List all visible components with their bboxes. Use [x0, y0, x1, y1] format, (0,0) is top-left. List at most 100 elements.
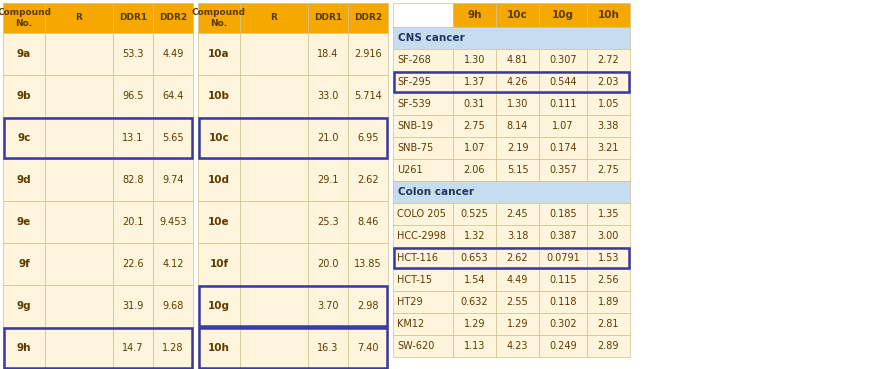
Bar [45, 117, 113, 159]
Bar [198, 327, 240, 369]
Bar [539, 225, 587, 247]
Bar [240, 285, 308, 327]
Text: 2.75: 2.75 [598, 165, 619, 175]
Bar [539, 3, 587, 27]
Text: 8.14: 8.14 [507, 121, 528, 131]
Bar [539, 269, 587, 291]
Bar [453, 225, 496, 247]
Bar [496, 71, 539, 93]
Text: 10b: 10b [208, 91, 230, 101]
Bar [587, 225, 630, 247]
Text: 96.5: 96.5 [122, 91, 143, 101]
Text: HCT-116: HCT-116 [397, 253, 438, 263]
Bar [153, 327, 193, 369]
Bar [393, 181, 630, 203]
Bar [153, 159, 193, 201]
Text: 1.53: 1.53 [598, 253, 619, 263]
Text: 0.387: 0.387 [549, 231, 577, 241]
Text: 1.07: 1.07 [552, 121, 573, 131]
Text: 1.29: 1.29 [507, 319, 529, 329]
Text: 25.3: 25.3 [317, 217, 339, 227]
Bar [198, 201, 240, 243]
Text: 1.05: 1.05 [598, 99, 619, 109]
Bar [453, 115, 496, 137]
Text: 9d: 9d [17, 175, 31, 185]
Text: 6.95: 6.95 [358, 133, 379, 143]
Text: 10g: 10g [208, 301, 230, 311]
Bar [113, 201, 153, 243]
Bar [199, 286, 387, 326]
Bar [348, 327, 388, 369]
Text: 9f: 9f [18, 259, 30, 269]
Text: 64.4: 64.4 [162, 91, 184, 101]
Bar [496, 3, 539, 27]
Bar [496, 225, 539, 247]
Bar [45, 3, 113, 33]
Text: 0.653: 0.653 [461, 253, 488, 263]
Text: HT29: HT29 [397, 297, 423, 307]
Bar [453, 71, 496, 93]
Bar [113, 285, 153, 327]
Bar [587, 159, 630, 181]
Bar [393, 203, 453, 225]
Text: 9g: 9g [17, 301, 31, 311]
Text: 20.0: 20.0 [317, 259, 339, 269]
Text: 22.6: 22.6 [122, 259, 144, 269]
Bar [393, 3, 453, 27]
Text: U261: U261 [397, 165, 423, 175]
Text: 3.70: 3.70 [317, 301, 339, 311]
Bar [240, 243, 308, 285]
Bar [308, 327, 348, 369]
Text: 2.56: 2.56 [598, 275, 619, 285]
Text: 13.1: 13.1 [123, 133, 143, 143]
Text: 21.0: 21.0 [317, 133, 339, 143]
Bar [453, 291, 496, 313]
Bar [113, 75, 153, 117]
Text: 9c: 9c [17, 133, 30, 143]
Bar [587, 269, 630, 291]
Bar [453, 203, 496, 225]
Bar [539, 93, 587, 115]
Bar [587, 93, 630, 115]
Text: 0.302: 0.302 [549, 319, 577, 329]
Bar [453, 137, 496, 159]
Text: 1.07: 1.07 [464, 143, 486, 153]
Text: Compound
No.: Compound No. [0, 8, 51, 28]
Text: 1.54: 1.54 [464, 275, 486, 285]
Bar [198, 159, 240, 201]
Bar [393, 269, 453, 291]
Text: 2.62: 2.62 [358, 175, 379, 185]
Text: 5.65: 5.65 [162, 133, 184, 143]
Bar [153, 285, 193, 327]
Bar [3, 327, 45, 369]
Text: 0.357: 0.357 [549, 165, 577, 175]
Bar [496, 93, 539, 115]
Bar [45, 75, 113, 117]
Text: 10c: 10c [507, 10, 528, 20]
Bar [348, 159, 388, 201]
Bar [348, 33, 388, 75]
Text: 1.89: 1.89 [598, 297, 619, 307]
Bar [308, 243, 348, 285]
Bar [587, 115, 630, 137]
Bar [198, 75, 240, 117]
Bar [113, 117, 153, 159]
Text: 10d: 10d [208, 175, 230, 185]
Bar [113, 243, 153, 285]
Bar [539, 159, 587, 181]
Text: R: R [271, 14, 278, 23]
Text: 4.26: 4.26 [507, 77, 529, 87]
Text: SF-268: SF-268 [397, 55, 431, 65]
Text: COLO 205: COLO 205 [397, 209, 446, 219]
Bar [539, 291, 587, 313]
Bar [240, 327, 308, 369]
Text: 3.21: 3.21 [598, 143, 619, 153]
Bar [393, 137, 453, 159]
Text: DDR1: DDR1 [314, 14, 342, 23]
Bar [3, 3, 45, 33]
Text: 9e: 9e [17, 217, 31, 227]
Bar [3, 75, 45, 117]
Bar [153, 201, 193, 243]
Bar [587, 71, 630, 93]
Bar [539, 71, 587, 93]
